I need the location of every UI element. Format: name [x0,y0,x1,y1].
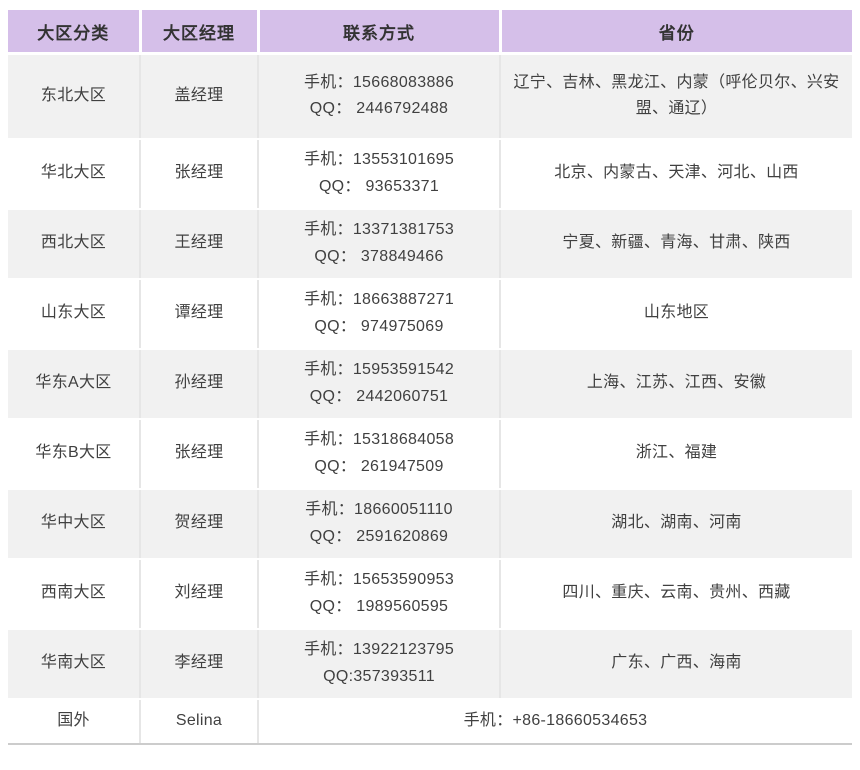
table-row: 西南大区 刘经理 手机：15653590953 QQ： 1989560595 四川、重庆… [8,558,852,630]
provinces-cell: 山东地区 [500,278,852,350]
qq-line: QQ： 2591620869 [309,527,449,545]
table-header: 大区分类 大区经理 联系方式 省份 [8,10,852,55]
region-cell: 山东大区 [8,278,141,350]
phone-line: 手机：15953591542 [303,361,455,379]
header-region-category: 大区分类 [8,10,142,55]
phone-line: 手机：15653590953 [303,571,455,589]
phone-line: 手机：18660051110 [305,501,453,519]
phone-line: 手机：+86-18660534653 [463,711,648,729]
region-cell: 华中大区 [8,488,141,560]
phone-line: 手机：13553101695 [303,151,455,169]
provinces-cell: 广东、广西、海南 [500,628,852,700]
region-cell: 华南大区 [8,628,141,700]
contact-cell: 手机：+86-18660534653 [258,698,852,745]
manager-cell: 贺经理 [140,488,259,560]
contact-cell: 手机：18660051110 QQ： 2591620869 [258,488,501,560]
provinces-cell: 湖北、湖南、河南 [500,488,852,560]
provinces-cell: 四川、重庆、云南、贵州、西藏 [500,558,852,630]
contact-table: 大区分类 大区经理 联系方式 省份 东北大区 盖经理 手机：15668083886 Q… [8,10,852,745]
table-row: 华东B大区 张经理 手机：15318684058 QQ： 261947509 浙江、福建 [8,418,852,490]
qq-line: QQ： 261947509 [314,457,444,475]
table-row: 山东大区 谭经理 手机：18663887271 QQ： 974975069 山东地区 [8,278,852,350]
qq-line: QQ： 1989560595 [309,597,449,615]
header-contact-info: 联系方式 [258,10,502,55]
table-row: 华南大区 李经理 手机：13922123795 QQ:357393511 广东、广西、海… [8,628,852,700]
phone-line: 手机：13922123795 [303,641,455,659]
provinces-cell: 北京、内蒙古、天津、河北、山西 [500,138,852,210]
region-cell: 华北大区 [8,138,141,210]
phone-line: 手机：18663887271 [303,291,455,309]
contact-cell: 手机：15318684058 QQ： 261947509 [258,418,501,490]
table-row: 国外 Selina 手机：+86-18660534653 [8,698,852,745]
manager-cell: 王经理 [140,208,259,280]
header-region-manager: 大区经理 [140,10,260,55]
region-cell: 华东A大区 [8,348,141,420]
contact-cell: 手机：15668083886 QQ： 2446792488 [258,53,501,140]
provinces-cell: 浙江、福建 [500,418,852,490]
manager-cell: 盖经理 [140,53,259,140]
table-body: 东北大区 盖经理 手机：15668083886 QQ： 2446792488 辽宁、吉林… [8,53,852,745]
table-row: 东北大区 盖经理 手机：15668083886 QQ： 2446792488 辽宁、吉林… [8,53,852,140]
region-cell: 西北大区 [8,208,141,280]
header-provinces: 省份 [500,10,852,55]
manager-cell: 李经理 [140,628,259,700]
provinces-cell: 宁夏、新疆、青海、甘肃、陕西 [500,208,852,280]
phone-line: 手机：13371381753 [303,221,455,239]
region-cell: 国外 [8,698,141,745]
region-cell: 东北大区 [8,53,141,140]
table-row: 西北大区 王经理 手机：13371381753 QQ： 378849466 宁夏、新疆、… [8,208,852,280]
qq-line: QQ： 2446792488 [309,100,449,118]
manager-cell: 孙经理 [140,348,259,420]
contact-cell: 手机：15953591542 QQ： 2442060751 [258,348,501,420]
manager-cell: 张经理 [140,138,259,210]
header-row: 大区分类 大区经理 联系方式 省份 [8,10,852,55]
qq-line: QQ： 2442060751 [309,387,449,405]
manager-cell: 谭经理 [140,278,259,350]
manager-cell: Selina [140,698,259,745]
qq-line: QQ:357393511 [323,667,435,685]
region-cell: 华东B大区 [8,418,141,490]
phone-line: 手机：15318684058 [303,431,455,449]
phone-line: 手机：15668083886 [303,73,455,91]
qq-line: QQ： 93653371 [318,177,440,195]
contact-cell: 手机：13371381753 QQ： 378849466 [258,208,501,280]
table-row: 华北大区 张经理 手机：13553101695 QQ： 93653371 北京、内蒙古、… [8,138,852,210]
provinces-cell: 上海、江苏、江西、安徽 [500,348,852,420]
provinces-cell: 辽宁、吉林、黑龙江、内蒙（呼伦贝尔、兴安盟、通辽） [500,53,852,140]
contact-cell: 手机：13553101695 QQ： 93653371 [258,138,501,210]
qq-line: QQ： 974975069 [314,317,444,335]
manager-cell: 张经理 [140,418,259,490]
table-row: 华东A大区 孙经理 手机：15953591542 QQ： 2442060751 上海、江… [8,348,852,420]
region-cell: 西南大区 [8,558,141,630]
contact-cell: 手机：13922123795 QQ:357393511 [258,628,501,700]
contact-cell: 手机：18663887271 QQ： 974975069 [258,278,501,350]
table-row: 华中大区 贺经理 手机：18660051110 QQ： 2591620869 湖北、湖南… [8,488,852,560]
qq-line: QQ： 378849466 [314,247,444,265]
contact-cell: 手机：15653590953 QQ： 1989560595 [258,558,501,630]
manager-cell: 刘经理 [140,558,259,630]
